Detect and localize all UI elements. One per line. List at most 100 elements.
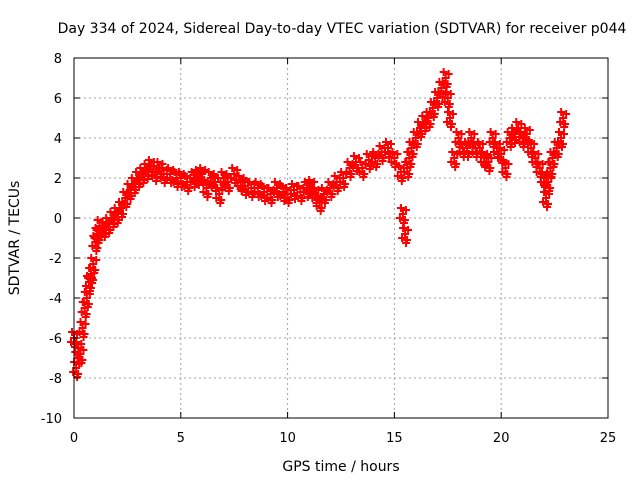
data-point xyxy=(425,108,434,116)
data-point xyxy=(117,213,126,221)
data-point xyxy=(126,184,135,192)
data-point xyxy=(238,176,247,184)
data-point xyxy=(539,198,548,206)
data-point xyxy=(126,195,135,203)
data-point xyxy=(543,168,552,176)
x-tick-label: 15 xyxy=(386,431,403,446)
data-point xyxy=(77,308,86,316)
data-point xyxy=(263,194,272,202)
data-point xyxy=(233,166,242,174)
data-point xyxy=(233,182,242,190)
data-point xyxy=(144,156,153,164)
data-point xyxy=(404,173,413,181)
data-point xyxy=(378,157,387,165)
data-point xyxy=(482,152,491,160)
data-point xyxy=(105,229,114,237)
x-tick-label: 0 xyxy=(70,431,78,446)
data-point xyxy=(336,178,345,186)
data-point xyxy=(506,143,515,151)
data-point xyxy=(327,193,336,201)
y-tick-label: 4 xyxy=(54,132,62,147)
data-point xyxy=(507,134,516,142)
data-point xyxy=(499,158,508,166)
data-point xyxy=(388,148,397,156)
data-point xyxy=(491,130,500,138)
data-point xyxy=(438,78,447,86)
data-point xyxy=(288,180,297,188)
data-point xyxy=(558,143,567,151)
y-axis-label: SDTVAR / TECUs xyxy=(7,181,23,296)
data-point xyxy=(109,214,118,222)
data-point xyxy=(538,160,547,168)
data-point xyxy=(297,197,306,205)
y-tick-label: 2 xyxy=(54,172,62,187)
data-point xyxy=(92,256,101,264)
data-point xyxy=(448,110,457,118)
data-point xyxy=(69,368,78,376)
data-point xyxy=(323,188,332,196)
data-point xyxy=(421,118,430,126)
data-point xyxy=(312,202,321,210)
data-point xyxy=(393,172,402,180)
data-point xyxy=(163,174,172,182)
data-point xyxy=(304,186,313,194)
data-point xyxy=(132,168,141,176)
data-point xyxy=(93,216,102,224)
data-point xyxy=(348,162,357,170)
data-point xyxy=(73,354,82,362)
data-point xyxy=(320,199,329,207)
data-point xyxy=(430,98,439,106)
data-point xyxy=(164,164,173,172)
data-point xyxy=(122,203,131,211)
data-point xyxy=(349,152,358,160)
data-point xyxy=(387,158,396,166)
data-point xyxy=(113,219,122,227)
data-point xyxy=(525,138,534,146)
data-point xyxy=(85,287,94,295)
data-point xyxy=(316,207,325,215)
data-point xyxy=(196,164,205,172)
data-point xyxy=(340,183,349,191)
data-point xyxy=(408,138,417,146)
data-point xyxy=(81,282,90,290)
data-point xyxy=(555,128,564,136)
x-tick-label: 25 xyxy=(600,431,617,446)
data-point xyxy=(88,242,97,250)
data-point xyxy=(545,187,554,195)
data-point xyxy=(398,234,407,242)
data-point xyxy=(404,226,413,234)
data-point xyxy=(417,122,426,130)
data-point xyxy=(212,194,221,202)
plot-frame xyxy=(73,57,609,419)
data-point xyxy=(452,128,461,136)
y-tick-label: -8 xyxy=(49,372,62,387)
data-point xyxy=(79,346,88,354)
data-point xyxy=(434,103,443,111)
data-point xyxy=(361,160,370,168)
data-point xyxy=(105,218,114,226)
data-point xyxy=(190,176,199,184)
data-point xyxy=(87,254,96,262)
data-point xyxy=(406,163,415,171)
data-point xyxy=(100,233,109,241)
data-point xyxy=(446,123,455,131)
data-point xyxy=(213,184,222,192)
data-point xyxy=(79,298,88,306)
data-point xyxy=(504,160,513,168)
data-point xyxy=(113,208,122,216)
data-point xyxy=(101,224,110,232)
data-point xyxy=(74,344,83,352)
data-point xyxy=(86,264,95,272)
data-point xyxy=(207,182,216,190)
data-point xyxy=(356,158,365,166)
data-point xyxy=(425,123,434,131)
data-point xyxy=(293,192,302,200)
data-point xyxy=(257,192,266,200)
data-point xyxy=(333,187,342,195)
data-point xyxy=(547,173,556,181)
data-point xyxy=(429,113,438,121)
data-point xyxy=(451,163,460,171)
data-point xyxy=(194,181,203,189)
data-point xyxy=(84,274,93,282)
data-point xyxy=(477,158,486,166)
